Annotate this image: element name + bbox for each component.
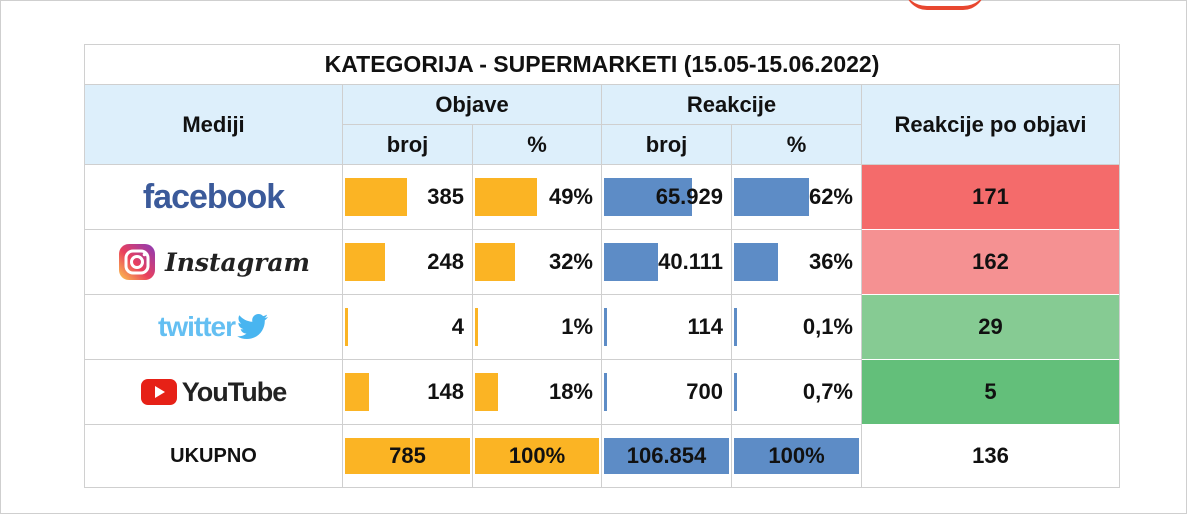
posts-percent-value: 32% xyxy=(473,230,602,295)
posts-percent-value: 18% xyxy=(473,360,602,425)
reactions-percent-value: 0,7% xyxy=(732,360,862,425)
media-cell-youtube: YouTube xyxy=(85,360,343,425)
reactions-count-bar xyxy=(604,308,607,346)
reactions-percent-value: 0,1% xyxy=(732,295,862,360)
twitter-wordmark: twitter xyxy=(158,311,236,342)
posts-percent-value: 49% xyxy=(473,165,602,230)
reactions-count-value: 40.111 xyxy=(602,230,732,295)
total-posts-value: 785 xyxy=(343,425,473,488)
partial-logo-arc xyxy=(905,0,985,10)
reactions-per-post-value: 162 xyxy=(862,230,1119,295)
posts-count-bar xyxy=(345,178,407,216)
reactions-count-value: 65.929 xyxy=(602,165,732,230)
header-posts: Objave xyxy=(343,85,602,125)
posts-percent-value: 1% xyxy=(473,295,602,360)
total-posts-bar xyxy=(345,438,470,474)
reactions-percent-bar xyxy=(734,308,737,346)
instagram-icon xyxy=(119,244,155,280)
posts-percent-bar xyxy=(475,308,478,346)
posts-count-value: 148 xyxy=(343,360,473,425)
total-reactions-bar xyxy=(604,438,729,474)
header-reactions: Reakcije xyxy=(602,85,862,125)
posts-count-bar xyxy=(345,243,385,281)
posts-percent-bar xyxy=(475,373,498,411)
reactions-count-bar xyxy=(604,243,658,281)
header-reactions-percent: % xyxy=(732,125,862,165)
posts-count-value: 4 xyxy=(343,295,473,360)
reactions-count-value: 114 xyxy=(602,295,732,360)
header-reactions-count: broj xyxy=(602,125,732,165)
instagram-wordmark: Instagram xyxy=(165,247,310,277)
reactions-count-value: 700 xyxy=(602,360,732,425)
total-reactions-value: 106.854 xyxy=(602,425,732,488)
header-media: Mediji xyxy=(85,85,343,165)
table-title: KATEGORIJA - SUPERMARKETI (15.05-15.06.2… xyxy=(85,45,1119,85)
posts-percent-bar xyxy=(475,178,537,216)
header-posts-percent: % xyxy=(473,125,602,165)
reactions-percent-bar xyxy=(734,243,778,281)
posts-percent-bar xyxy=(475,243,516,281)
reactions-percent-value: 62% xyxy=(732,165,862,230)
media-cell-twitter: twitter xyxy=(85,295,343,360)
total-per-post-value: 136 xyxy=(862,425,1119,488)
reactions-count-bar xyxy=(604,178,692,216)
reactions-per-post-value: 5 xyxy=(862,360,1119,425)
total-reactions-percent-bar xyxy=(734,438,859,474)
total-posts-percent-bar xyxy=(475,438,599,474)
facebook-logo: facebook xyxy=(142,177,285,216)
reactions-percent-bar xyxy=(734,178,809,216)
posts-count-bar xyxy=(345,373,369,411)
reactions-per-post-value: 29 xyxy=(862,295,1119,360)
reactions-percent-value: 36% xyxy=(732,230,862,295)
reactions-count-bar xyxy=(604,373,607,411)
twitter-bird-icon xyxy=(237,314,268,339)
reactions-per-post-value: 171 xyxy=(862,165,1119,230)
total-label: UKUPNO xyxy=(85,425,343,488)
total-reactions-percent-value: 100% xyxy=(732,425,862,488)
posts-count-value: 248 xyxy=(343,230,473,295)
media-cell-facebook: facebook xyxy=(85,165,343,230)
header-reactions-per-post: Reakcije po objavi xyxy=(862,85,1119,165)
posts-count-value: 385 xyxy=(343,165,473,230)
media-cell-instagram: Instagram xyxy=(85,230,343,295)
posts-count-bar xyxy=(345,308,348,346)
total-posts-percent-value: 100% xyxy=(473,425,602,488)
youtube-wordmark: YouTube xyxy=(181,376,287,407)
youtube-play-icon xyxy=(140,379,177,405)
data-table: KATEGORIJA - SUPERMARKETI (15.05-15.06.2… xyxy=(84,44,1120,488)
header-posts-count: broj xyxy=(343,125,473,165)
reactions-percent-bar xyxy=(734,373,737,411)
